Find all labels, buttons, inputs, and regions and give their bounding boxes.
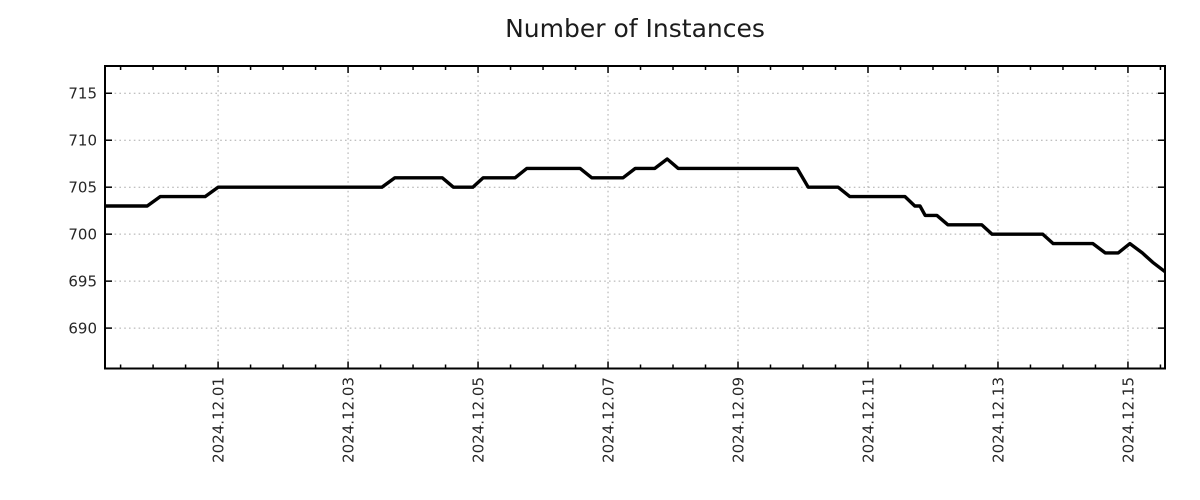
x-tick-label: 2024.12.11 — [859, 377, 877, 463]
axes-and-ticks — [104, 65, 1166, 370]
data-line — [105, 157, 1167, 274]
gridlines — [105, 66, 1165, 369]
y-tick-label: 715 — [68, 85, 97, 103]
x-tick-label: 2024.12.01 — [210, 377, 228, 463]
chart-title: Number of Instances — [505, 14, 765, 43]
plot-border — [104, 65, 1166, 370]
tick-labels: 690 695 700 705 710 715 2024.12.01 2024.12.03 20… — [68, 85, 1137, 463]
instances-series-line — [105, 157, 1167, 274]
x-tick-label: 2024.12.07 — [600, 377, 618, 463]
x-tick-label: 2024.12.13 — [989, 377, 1007, 463]
y-tick-label: 710 — [68, 132, 97, 150]
x-tick-label: 2024.12.15 — [1119, 377, 1137, 463]
x-tick-label: 2024.12.09 — [730, 377, 748, 463]
y-tick-label: 700 — [68, 226, 97, 244]
y-tick-label: 690 — [68, 320, 97, 338]
x-tick-label: 2024.12.05 — [470, 377, 488, 463]
x-tick-label: 2024.12.03 — [340, 377, 358, 463]
y-tick-label: 695 — [68, 273, 97, 291]
y-tick-label: 705 — [68, 179, 97, 197]
